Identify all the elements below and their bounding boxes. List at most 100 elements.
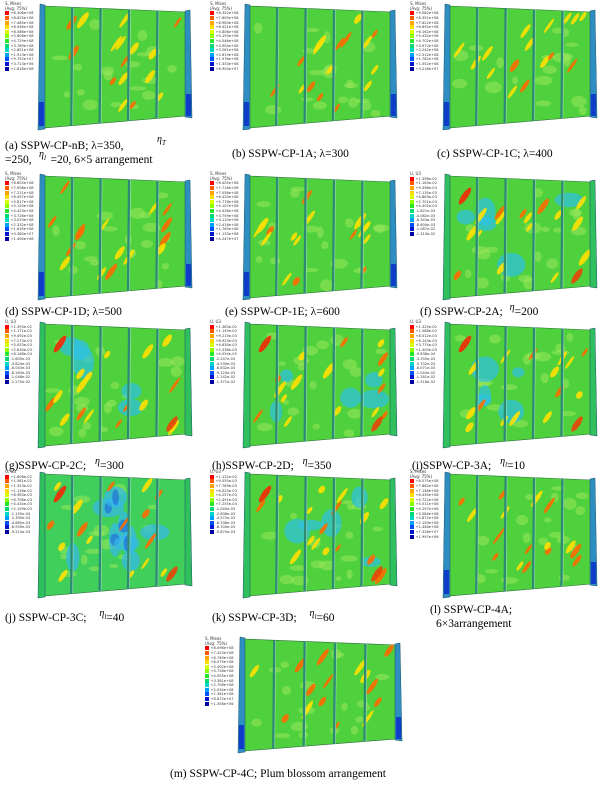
legend-swatch	[5, 181, 9, 186]
legend-swatch	[410, 516, 414, 521]
legend-swatch	[410, 347, 414, 352]
legend-entry: +6.923e-03	[210, 338, 244, 343]
legend-d: S, Mises (Avg: 75%) +8.605e+08 +7.908e+08 +…	[5, 171, 39, 241]
legend-entry: +1.358e+06	[205, 701, 239, 706]
stiffener-edge	[562, 478, 565, 587]
contour-patch	[279, 574, 295, 585]
legend-entry: +3.726e+08	[5, 213, 39, 218]
left-boundary-column	[37, 321, 46, 449]
legend-value: -4.665e-03	[10, 520, 31, 525]
legend-entry: -8.071e-03	[410, 366, 444, 371]
stress-band	[258, 335, 272, 353]
legend-entry: -4.572e-03	[210, 516, 244, 521]
contour-patch	[500, 384, 518, 391]
legend-value: -1.040e-03	[215, 507, 236, 512]
legend-value: +6.872e+07	[210, 697, 234, 702]
legend-swatch	[410, 380, 414, 385]
caption-f: (f) SSPW-CP-2A; η=200	[420, 302, 539, 318]
legend-a: S, Mises (Avg: 75%) +8.306e+08 +8.625e+08 +…	[5, 1, 39, 71]
legend-entry: -3.824e-03	[5, 361, 39, 366]
legend-l: S, Mises (Avg: 75%) +8.575e+08 +7.862e+08 +…	[410, 469, 444, 539]
stress-band	[572, 216, 584, 231]
legend-value: +8.575e+08	[415, 479, 439, 484]
legend-value: +2.491e-03	[215, 497, 237, 502]
legend-value: +1.765e+08	[215, 227, 239, 232]
legend-entry: +8.625e+08	[5, 16, 39, 21]
right-boundary-column	[184, 179, 193, 289]
stiffener	[475, 177, 479, 296]
legend-entry: +1.361e+08	[205, 692, 239, 697]
contour-patch	[73, 495, 91, 504]
stiffener-edge	[505, 326, 508, 442]
legend-swatch	[5, 516, 9, 521]
left-boundary-column	[242, 3, 251, 131]
legend-entry: +8.352e+08	[210, 11, 244, 16]
contour-patch	[338, 96, 349, 104]
stress-band	[374, 697, 382, 707]
contour-patch	[358, 389, 390, 409]
stiffener	[560, 10, 564, 119]
legend-value: +3.972e+08	[415, 43, 439, 48]
stress-band	[83, 371, 93, 383]
legend-value: +7.326e+07	[415, 530, 439, 535]
stress-band	[333, 103, 341, 113]
stress-band	[326, 64, 334, 75]
stiffener-edge	[72, 7, 74, 126]
legend-entry: +6.420e+08	[210, 195, 244, 200]
contour-plot-f	[442, 173, 598, 301]
legend-swatch	[410, 222, 414, 227]
stress-band	[75, 223, 86, 238]
legend-value: +1.383e-02	[215, 324, 237, 329]
legend-entry: +3.774e-03	[410, 343, 444, 348]
contour-patch	[516, 515, 528, 526]
contour-patch	[137, 30, 148, 41]
legend-value: -8.263e-03	[10, 370, 31, 375]
stress-band	[141, 478, 153, 493]
legend-swatch	[210, 352, 214, 357]
contour-patch	[375, 673, 390, 681]
legend-entry: +9.752e+07	[5, 57, 39, 62]
contour-patch	[289, 565, 308, 571]
legend-entry: -9.638e-04	[410, 352, 444, 357]
stiffener-edge	[362, 180, 365, 289]
stress-band	[312, 40, 324, 55]
right-boundary-column	[184, 327, 193, 437]
legend-value: +6.457e+08	[10, 195, 34, 200]
legend-value: +1.133e+08	[215, 232, 239, 237]
panel-m: S, Mises (Avg: 75%) +8.096e+08 +7.423e+08 +…	[200, 633, 410, 761]
panel-d: S, Mises (Avg: 75%) +8.605e+08 +7.908e+08 +…	[0, 170, 200, 308]
legend-value: -1.048e-02	[10, 375, 31, 380]
legend-entry: -2.390e-03	[5, 516, 39, 521]
stiffener	[275, 7, 279, 126]
legend-entry: -6.043e-03	[5, 366, 39, 371]
legend-value: +1.405e-03	[415, 347, 437, 352]
contour-patch	[454, 334, 466, 342]
legend-swatch	[210, 361, 214, 366]
stress-band	[104, 350, 111, 359]
stress-band	[76, 12, 89, 28]
panel-b: S, Mises (Avg: 75%) +8.352e+08 +7.605e+08 +…	[205, 0, 405, 138]
stiffener-edge	[129, 9, 131, 121]
caption-d: (d) SSPW-CP-1D; λ=500	[5, 306, 122, 318]
stress-band	[354, 658, 367, 676]
contour-patch	[303, 267, 319, 273]
legend-swatch	[5, 11, 9, 16]
caption-a: (a) SSPW-CP-nB; λ=350, ηT	[5, 134, 166, 153]
stress-band	[366, 678, 379, 695]
steel-plate-wall	[242, 321, 398, 449]
legend-value: -4.082e-03	[415, 213, 436, 218]
stress-band	[523, 212, 533, 224]
stiffener-edge	[362, 10, 365, 119]
legend-entry: -1.044e-02	[410, 370, 444, 376]
legend-value: +2.708e+08	[210, 683, 234, 688]
legend-entry: -2.247e-03	[210, 357, 244, 362]
legend-entry: +6.946e+08	[5, 25, 39, 30]
contour-patch	[464, 269, 472, 279]
legend-swatch	[210, 190, 214, 195]
legend-value: +4.728e+08	[210, 669, 234, 674]
stiffener-edge	[562, 180, 565, 289]
stiffener	[360, 180, 364, 289]
legend-k: U, U3 +1.132e-02 +9.555e-03 +7.789e-03 +6.02…	[210, 469, 244, 535]
legend-value: +3.713e+06	[10, 62, 34, 67]
stress-band	[166, 416, 178, 432]
